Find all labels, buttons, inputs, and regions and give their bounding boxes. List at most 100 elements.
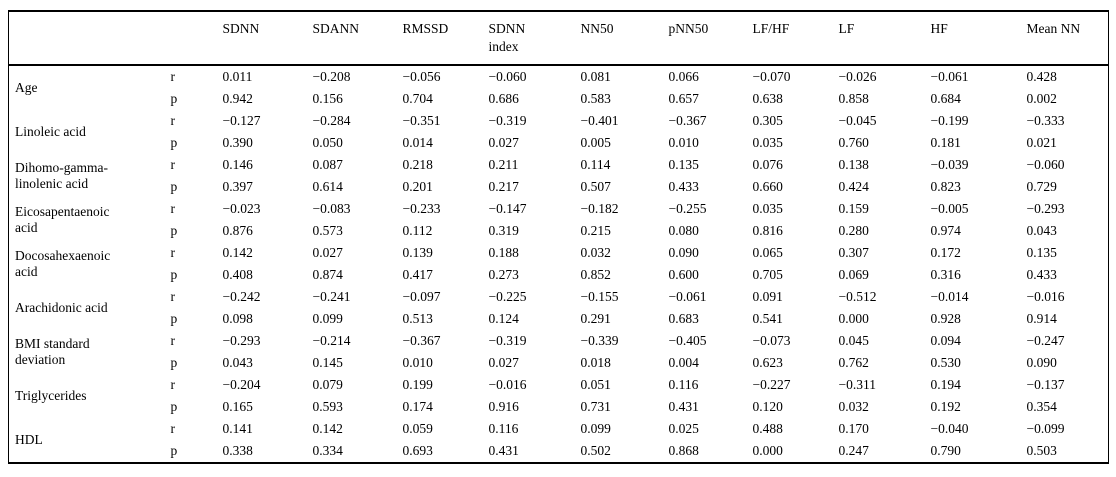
value-cell: −0.319 — [488, 333, 527, 348]
table-row: p 0.942 0.156 0.704 0.686 0.583 0.657 0.638 0.85… — [9, 88, 1109, 110]
value-cell: 0.583 — [580, 91, 611, 106]
value-cell: 0.069 — [838, 267, 869, 282]
stat-label-p: p — [170, 179, 178, 194]
value-cell: 0.050 — [312, 135, 343, 150]
table-header: SDNN SDANN RMSSD SDNN index NN50 pNN50 LF/HF LF… — [8, 11, 1109, 65]
value-cell: −0.039 — [930, 157, 969, 172]
table-row: Arachidonic acid r −0.242 −0.241 −0.097 −0.22… — [9, 286, 1109, 315]
stat-label-p: p — [170, 399, 178, 414]
value-cell: 0.397 — [222, 179, 253, 194]
value-cell: 0.874 — [312, 267, 343, 282]
table-row: HDL r 0.141 0.142 0.059 0.116 0.099 0.025 0.488 0… — [9, 418, 1109, 447]
value-cell: −0.227 — [752, 377, 791, 392]
value-cell: 0.280 — [838, 223, 869, 238]
value-cell: 0.390 — [222, 135, 253, 150]
row-label: Docosahexaenoic acid — [15, 248, 111, 279]
value-cell: −0.293 — [1026, 201, 1065, 216]
value-cell: 0.138 — [838, 157, 869, 172]
value-cell: 0.099 — [312, 311, 343, 326]
value-cell: 0.025 — [668, 421, 699, 436]
value-cell: 0.156 — [312, 91, 343, 106]
value-cell: −0.333 — [1026, 113, 1065, 128]
value-cell: −0.073 — [752, 333, 791, 348]
table-row: p 0.098 0.099 0.513 0.124 0.291 0.683 0.541 0.00… — [9, 308, 1109, 330]
table-row: p 0.165 0.593 0.174 0.916 0.731 0.431 0.120 0.03… — [9, 396, 1109, 418]
stat-label-r: r — [170, 157, 176, 172]
value-cell: 0.172 — [930, 245, 961, 260]
value-cell: 0.035 — [752, 201, 783, 216]
value-cell: 0.503 — [1026, 443, 1057, 458]
value-cell: 0.338 — [222, 443, 253, 458]
value-cell: 0.000 — [752, 443, 783, 458]
value-cell: −0.147 — [488, 201, 527, 216]
stat-label-r: r — [170, 69, 176, 84]
value-cell: 0.916 — [488, 399, 519, 414]
value-cell: 0.018 — [580, 355, 611, 370]
value-cell: 0.513 — [402, 311, 433, 326]
value-cell: 0.660 — [752, 179, 783, 194]
row-label: Arachidonic acid — [15, 300, 108, 315]
value-cell: 0.000 — [838, 311, 869, 326]
value-cell: 0.217 — [488, 179, 519, 194]
stat-label-r: r — [170, 289, 176, 304]
header-cell-sdnn: SDNN — [222, 21, 260, 36]
value-cell: 0.273 — [488, 267, 519, 282]
value-cell: 0.014 — [402, 135, 433, 150]
value-cell: −0.137 — [1026, 377, 1065, 392]
stat-label-r: r — [170, 421, 176, 436]
row-label: HDL — [15, 432, 43, 447]
value-cell: 0.194 — [930, 377, 961, 392]
value-cell: 0.120 — [752, 399, 783, 414]
value-cell: 0.135 — [668, 157, 699, 172]
value-cell: 0.433 — [668, 179, 699, 194]
stat-label-p: p — [170, 355, 178, 370]
value-cell: −0.319 — [488, 113, 527, 128]
value-cell: −0.512 — [838, 289, 877, 304]
stat-label-p: p — [170, 267, 178, 282]
value-cell: 0.059 — [402, 421, 433, 436]
value-cell: 0.032 — [838, 399, 869, 414]
value-cell: −0.060 — [488, 69, 527, 84]
value-cell: 0.081 — [580, 69, 611, 84]
value-cell: −0.367 — [402, 333, 441, 348]
value-cell: −0.241 — [312, 289, 351, 304]
value-cell: 0.502 — [580, 443, 611, 458]
value-cell: 0.731 — [580, 399, 611, 414]
value-cell: −0.016 — [1026, 289, 1065, 304]
value-cell: 0.141 — [222, 421, 253, 436]
value-cell: 0.192 — [930, 399, 961, 414]
value-cell: 0.142 — [222, 245, 253, 260]
value-cell: 0.316 — [930, 267, 961, 282]
value-cell: 0.170 — [838, 421, 869, 436]
value-cell: 0.530 — [930, 355, 961, 370]
value-cell: −0.242 — [222, 289, 261, 304]
value-cell: 0.043 — [222, 355, 253, 370]
value-cell: −0.014 — [930, 289, 969, 304]
value-cell: 0.065 — [752, 245, 783, 260]
row-label: BMI standard deviation — [15, 336, 90, 367]
value-cell: 0.145 — [312, 355, 343, 370]
value-cell: 0.032 — [580, 245, 611, 260]
value-cell: 0.066 — [668, 69, 699, 84]
value-cell: −0.311 — [838, 377, 877, 392]
value-cell: 0.507 — [580, 179, 611, 194]
value-cell: −0.225 — [488, 289, 527, 304]
value-cell: 0.433 — [1026, 267, 1057, 282]
value-cell: −0.233 — [402, 201, 441, 216]
value-cell: 0.010 — [402, 355, 433, 370]
value-cell: 0.051 — [580, 377, 611, 392]
value-cell: 0.165 — [222, 399, 253, 414]
value-cell: 0.114 — [580, 157, 611, 172]
value-cell: 0.684 — [930, 91, 961, 106]
value-cell: 0.139 — [402, 245, 433, 260]
header-cell-sdann: SDANN — [312, 21, 360, 36]
value-cell: −0.293 — [222, 333, 261, 348]
value-cell: 0.942 — [222, 91, 253, 106]
stat-label-r: r — [170, 113, 176, 128]
value-cell: 0.027 — [488, 135, 519, 150]
header-cell-sdnn-index: SDNN index — [488, 21, 526, 54]
value-cell: 0.090 — [1026, 355, 1057, 370]
value-cell: 0.142 — [312, 421, 343, 436]
value-cell: −0.351 — [402, 113, 441, 128]
value-cell: −0.061 — [668, 289, 707, 304]
